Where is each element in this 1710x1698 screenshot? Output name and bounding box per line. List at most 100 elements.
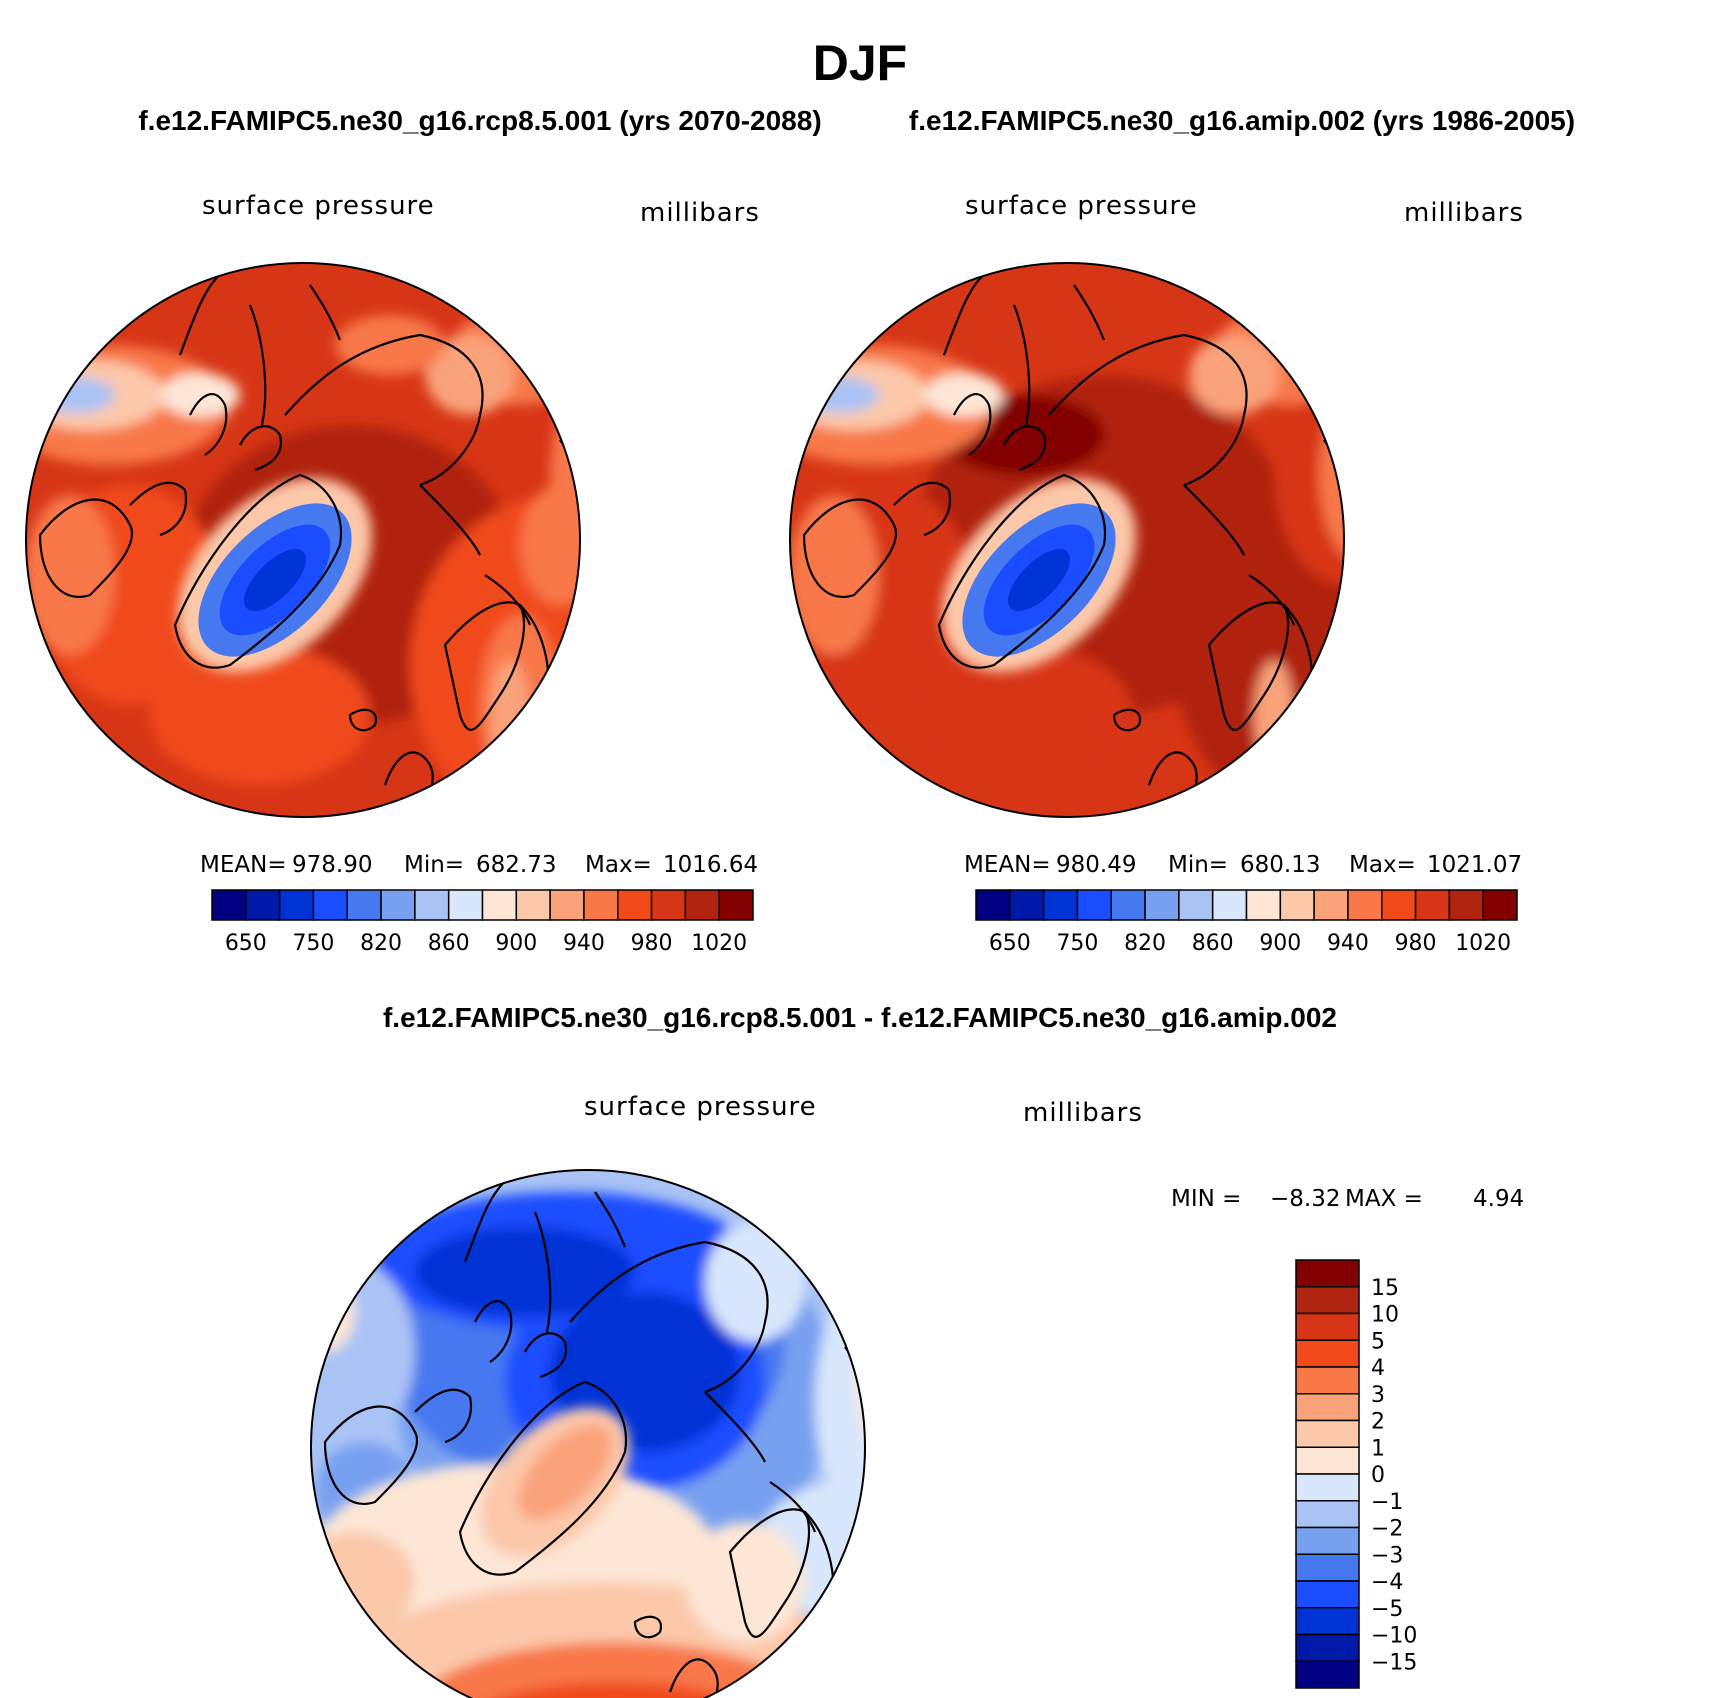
colorbar-box xyxy=(278,889,315,921)
panel-right-units-label: millibars xyxy=(1404,198,1524,228)
colorbar-tick-label: −5 xyxy=(1371,1597,1403,1622)
colorbar-tick-label: 820 xyxy=(360,931,402,956)
colorbar-box xyxy=(245,889,281,921)
colorbar-box xyxy=(650,889,687,921)
colorbar-tick-label: −10 xyxy=(1371,1624,1417,1649)
difference-panel: f.e12.FAMIPC5.ne30_g16.rcp8.5.001 - f.e1… xyxy=(310,1002,1524,1698)
panel-right: surface pressure millibars xyxy=(789,191,1524,956)
colorbar-box xyxy=(481,889,518,921)
colorbar-tick-label: 900 xyxy=(495,931,537,956)
panel-left-colorbar: 650 750 820 860 900 940 980 1020 xyxy=(211,889,754,956)
colorbar-tick-label: 10 xyxy=(1371,1303,1399,1328)
colorbar-box xyxy=(414,889,450,921)
colorbar-tick-label: 5 xyxy=(1371,1329,1385,1354)
panel-left-variable-label: surface pressure xyxy=(202,191,435,221)
panel-left: surface pressure millibars xyxy=(25,191,760,956)
panel-left-min-value: 682.73 xyxy=(476,852,556,878)
colorbar-box xyxy=(1295,1259,1360,1288)
colorbar-box xyxy=(1448,889,1484,921)
panel-right-stats: MEAN= 980.49 Min= 680.13 Max= 1021.07 xyxy=(964,852,1522,878)
colorbar-box xyxy=(1042,889,1079,921)
panel-right-mean-label: MEAN= xyxy=(964,852,1051,878)
colorbar-tick-label: −3 xyxy=(1371,1543,1403,1568)
panel-left-mean-label: MEAN= xyxy=(200,852,287,878)
colorbar-box xyxy=(1295,1526,1360,1555)
colorbar-box xyxy=(617,889,653,921)
colorbar-box xyxy=(1295,1607,1360,1636)
difference-min-value: −8.32 xyxy=(1270,1186,1340,1212)
colorbar-box xyxy=(1144,889,1180,921)
colorbar-box xyxy=(1211,889,1248,921)
colorbar-box xyxy=(1295,1446,1360,1475)
panel-right-mean-value: 980.49 xyxy=(1056,852,1136,878)
colorbar-tick-label: 750 xyxy=(1056,931,1098,956)
colorbar-tick-label: 900 xyxy=(1259,931,1301,956)
colorbar-tick-label: 860 xyxy=(428,931,470,956)
colorbar-tick-label: −15 xyxy=(1371,1650,1417,1675)
panel-left-stats: MEAN= 978.90 Min= 682.73 Max= 1016.64 xyxy=(200,852,758,878)
colorbar-box xyxy=(1295,1393,1360,1422)
colorbar-tick-label: 820 xyxy=(1124,931,1166,956)
colorbar-box xyxy=(1295,1473,1360,1502)
colorbar-box xyxy=(515,889,551,921)
colorbar-box xyxy=(346,889,382,921)
panel-right-colorbar: 650 750 820 860 900 940 980 1020 xyxy=(975,889,1518,956)
colorbar-box xyxy=(1295,1553,1360,1582)
panel-right-min-label: Min= xyxy=(1168,852,1228,878)
colorbar-box xyxy=(718,889,754,921)
colorbar-box xyxy=(1245,889,1282,921)
colorbar-tick-label: 1020 xyxy=(1455,931,1511,956)
panel-right-max-value: 1021.07 xyxy=(1427,852,1522,878)
colorbar-box xyxy=(1295,1419,1360,1448)
panel-left-min-label: Min= xyxy=(404,852,464,878)
colorbar-box xyxy=(1076,889,1112,921)
colorbar-tick-label: 15 xyxy=(1371,1276,1399,1301)
colorbar-tick-label: 1 xyxy=(1371,1436,1385,1461)
colorbar-box xyxy=(1178,889,1214,921)
colorbar-tick-label: 1020 xyxy=(691,931,747,956)
colorbar-box xyxy=(1279,889,1315,921)
difference-max-label: MAX = xyxy=(1345,1186,1423,1212)
colorbar-box xyxy=(1414,889,1451,921)
colorbar-tick-label: 940 xyxy=(1327,931,1369,956)
colorbar-tick-label: 3 xyxy=(1371,1383,1385,1408)
difference-min-label: MIN = xyxy=(1171,1186,1241,1212)
colorbar-box xyxy=(447,889,484,921)
panel-left-units-label: millibars xyxy=(640,198,760,228)
colorbar-tick-label: 4 xyxy=(1371,1356,1385,1381)
colorbar-box xyxy=(1110,889,1146,921)
colorbar-box xyxy=(1295,1339,1360,1368)
colorbar-box xyxy=(1295,1312,1360,1341)
colorbar-box xyxy=(1009,889,1045,921)
panel-right-polar-map xyxy=(789,262,1345,818)
colorbar-box xyxy=(1295,1500,1360,1529)
colorbar-box xyxy=(380,889,416,921)
colorbar-tick-label: −2 xyxy=(1371,1517,1403,1542)
colorbar-box xyxy=(1295,1366,1360,1395)
colorbar-tick-label: 860 xyxy=(1192,931,1234,956)
colorbar-tick-label: 650 xyxy=(225,931,267,956)
colorbar-tick-label: 980 xyxy=(631,931,673,956)
colorbar-tick-label: −4 xyxy=(1371,1570,1403,1595)
colorbar-tick-label: 0 xyxy=(1371,1463,1385,1488)
colorbar-tick-label: 940 xyxy=(563,931,605,956)
colorbar-tick-label: 980 xyxy=(1395,931,1437,956)
colorbar-box xyxy=(1295,1633,1360,1662)
colorbar-box xyxy=(583,889,619,921)
colorbar-box xyxy=(1295,1660,1360,1689)
colorbar-box xyxy=(975,889,1011,921)
panel-right-max-label: Max= xyxy=(1349,852,1416,878)
panel-left-polar-map xyxy=(25,262,581,818)
difference-title: f.e12.FAMIPC5.ne30_g16.rcp8.5.001 - f.e1… xyxy=(383,1002,1337,1033)
panel-left-max-label: Max= xyxy=(585,852,652,878)
colorbar-box xyxy=(312,889,348,921)
colorbar-box xyxy=(1313,889,1349,921)
difference-max-value: 4.94 xyxy=(1473,1186,1524,1212)
colorbar-box xyxy=(549,889,585,921)
difference-polar-map xyxy=(310,1169,866,1698)
panel-left-max-value: 1016.64 xyxy=(663,852,758,878)
colorbar-box xyxy=(1295,1286,1360,1315)
figure-title: DJF xyxy=(813,35,907,91)
